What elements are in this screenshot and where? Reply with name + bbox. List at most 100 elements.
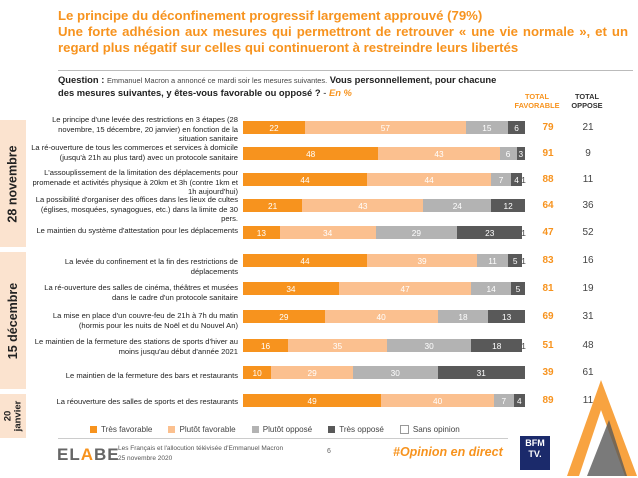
group-label-20-janvier: 20 janvier xyxy=(0,394,26,438)
legend-swatch xyxy=(399,425,409,434)
chart-title: Le principe du déconfinement progressif … xyxy=(58,8,628,56)
bar-segment: 23 xyxy=(457,226,523,239)
bar-segment: 1 xyxy=(521,254,526,267)
bar-segment: 7 xyxy=(491,173,511,186)
bar-segment: 18 xyxy=(437,310,489,323)
bar-segment: 29 xyxy=(375,226,458,239)
total-favorable-value: 69 xyxy=(542,311,554,322)
question-intro: Emmanuel Macron a annoncé ce mardi soir … xyxy=(106,76,328,85)
bar-segment: 11 xyxy=(477,254,509,267)
legend-swatch xyxy=(328,426,336,433)
bar-segment: 44 xyxy=(243,254,368,267)
legend-item: Très opposé xyxy=(328,425,384,434)
question-prompt: Vous personnellement, pour chacune des m… xyxy=(58,74,497,98)
category-label: La ré-ouverture de tous les commerces et… xyxy=(31,143,238,162)
category-label: La réouverture des salles de sports et d… xyxy=(56,397,238,406)
bar-segment: 14 xyxy=(471,282,511,295)
bar-segment: 24 xyxy=(423,199,492,212)
category-label: La mise en place d'un couvre-feu de 21h … xyxy=(52,311,238,330)
chart-legend: Très favorable Plutôt favorable Plutôt opp… xyxy=(90,425,530,434)
bar-segment: 16 xyxy=(243,339,289,352)
category-label: La levée du confinement et la fin des re… xyxy=(64,257,238,276)
legend-item: Plutôt favorable xyxy=(168,425,236,434)
legend-item: Plutôt opposé xyxy=(251,425,313,434)
question-unit: En % xyxy=(328,87,352,98)
total-favorable-value: 88 xyxy=(542,174,554,185)
footer-divider xyxy=(58,438,508,439)
legend-swatch xyxy=(168,426,176,433)
total-oppose-value: 21 xyxy=(582,122,594,133)
bar-segment: 30 xyxy=(386,339,472,352)
bar-segment: 1 xyxy=(521,339,526,352)
bar-segment: 35 xyxy=(288,339,387,352)
bar-segment: 1 xyxy=(521,173,526,186)
group-label-15-decembre: 15 décembre xyxy=(0,252,26,389)
bar-segment: 3 xyxy=(516,147,525,160)
legend-item: Sans opinion xyxy=(399,425,460,434)
total-favorable-value: 39 xyxy=(542,367,554,378)
category-label: Le maintien du système d'attestation pou… xyxy=(36,226,238,235)
bar-segment: 30 xyxy=(352,366,438,379)
total-favorable-value: 79 xyxy=(542,122,554,133)
total-favorable-value: 83 xyxy=(542,255,554,266)
question-text: Question : Emmanuel Macron a annoncé ce … xyxy=(58,74,508,99)
bar-segment: 18 xyxy=(471,339,523,352)
total-favorable-value: 89 xyxy=(542,395,554,406)
legend-item: Très favorable xyxy=(90,425,152,434)
category-label: La possibilité d'organiser des offices d… xyxy=(35,195,238,224)
bar-segment: 49 xyxy=(243,394,382,407)
total-oppose-value: 36 xyxy=(582,200,594,211)
question-label: Question : xyxy=(58,74,105,85)
category-label: La ré-ouverture des salles de cinéma, th… xyxy=(44,283,238,302)
total-oppose-value: 19 xyxy=(582,283,594,294)
bar-segment: 57 xyxy=(305,121,466,134)
total-favorable-value: 51 xyxy=(542,340,554,351)
group-label-28-novembre: 28 novembre xyxy=(0,120,26,247)
elabe-logo: ELABE xyxy=(57,445,120,464)
title-line-1: Le principe du déconfinement progressif … xyxy=(58,8,483,23)
total-oppose-value: 52 xyxy=(582,227,594,238)
category-label: Le principe d'une levée des restrictions… xyxy=(52,115,238,144)
bfmtv-logo: BFM TV. xyxy=(520,436,550,470)
decorative-triangle-icon xyxy=(567,380,637,476)
total-favorable-value: 47 xyxy=(542,227,554,238)
total-oppose-value: 9 xyxy=(585,148,591,159)
bar-segment: 5 xyxy=(510,282,525,295)
total-oppose-value: 31 xyxy=(582,311,594,322)
source-note: Les Français et l'allocution télévisée d… xyxy=(118,444,283,464)
bar-segment: 5 xyxy=(508,254,523,267)
source-line-2: 25 novembre 2020 xyxy=(118,455,173,462)
bar-segment: 31 xyxy=(437,366,525,379)
legend-label: Sans opinion xyxy=(412,425,460,434)
legend-label: Très favorable xyxy=(101,425,153,434)
column-header-total-oppose: TOTAL OPPOSE xyxy=(571,92,603,110)
legend-label: Plutôt opposé xyxy=(262,425,313,434)
title-divider xyxy=(58,70,633,71)
bar-segment: 44 xyxy=(243,173,368,186)
bar-segment: 43 xyxy=(378,147,500,160)
bar-segment: 34 xyxy=(243,282,339,295)
total-oppose-value: 61 xyxy=(582,367,594,378)
legend-swatch xyxy=(90,426,97,433)
question-dash: - xyxy=(320,87,329,98)
total-oppose-value: 11 xyxy=(582,395,594,406)
bar-segment: 39 xyxy=(367,254,478,267)
total-favorable-value: 64 xyxy=(542,200,554,211)
total-favorable-value: 81 xyxy=(542,283,554,294)
bar-segment: 40 xyxy=(381,394,494,407)
bar-segment: 22 xyxy=(243,121,306,134)
bar-segment: 10 xyxy=(243,366,272,379)
bar-segment: 44 xyxy=(367,173,492,186)
bar-segment: 29 xyxy=(271,366,353,379)
bar-segment: 21 xyxy=(243,199,303,212)
column-header-total-favorable: TOTAL FAVORABLE xyxy=(514,92,560,110)
category-label: Le maintien de la fermeture des bars et … xyxy=(65,371,238,380)
total-oppose-value: 48 xyxy=(582,340,594,351)
bar-segment: 6 xyxy=(508,121,525,134)
bar-segment: 1 xyxy=(521,226,526,239)
total-favorable-value: 91 xyxy=(542,148,554,159)
hashtag: #Opinion en direct xyxy=(393,445,503,459)
source-line-1: Les Français et l'allocution télévisée d… xyxy=(118,445,284,452)
bar-segment: 6 xyxy=(499,147,517,160)
bar-segment: 47 xyxy=(338,282,472,295)
